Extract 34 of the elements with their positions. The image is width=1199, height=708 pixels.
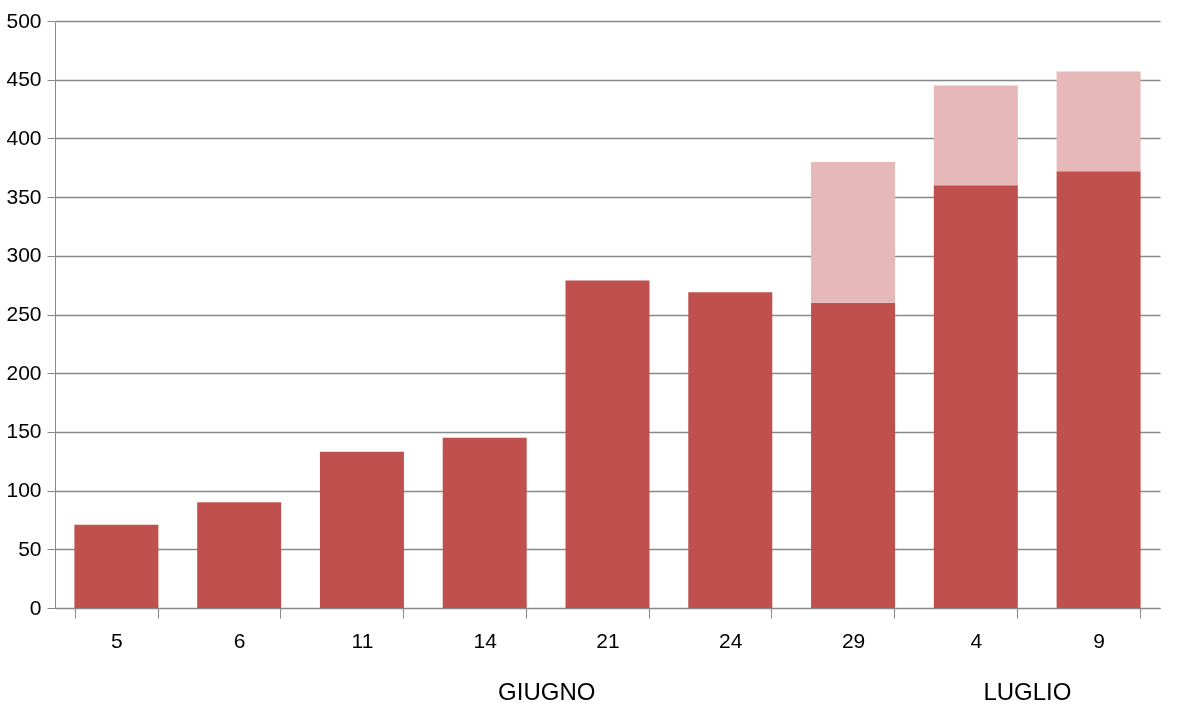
x-tick-label: 6: [233, 628, 246, 652]
x-tick-label: 14: [473, 628, 498, 652]
y-tick-label: 250: [6, 302, 42, 325]
y-tick-label: 500: [6, 8, 42, 32]
x-tick-label: 29: [841, 628, 866, 652]
bar: [933, 85, 1018, 186]
bar: [933, 185, 1018, 608]
y-tick-label: 350: [6, 184, 42, 208]
x-tick-label: 24: [719, 628, 743, 652]
x-tick-label: 11: [351, 628, 374, 652]
x-tick-label: 4: [970, 628, 983, 652]
bar: [197, 502, 282, 608]
y-tick-label: 0: [29, 595, 42, 619]
y-tick-label: 300: [6, 243, 42, 267]
x-tick-label: 21: [596, 628, 620, 652]
text: GIUGNO: [498, 678, 596, 705]
bar: [442, 437, 527, 608]
bar: [688, 292, 773, 608]
x-tick-label: 9: [1093, 628, 1105, 652]
y-tick-label: 100: [6, 478, 42, 502]
bar: [565, 280, 650, 608]
y-tick-label: 400: [6, 125, 42, 149]
y-tick-label: 150: [6, 419, 42, 443]
bar: [319, 451, 404, 608]
y-tick-label: 200: [6, 360, 42, 384]
x-tick-label: 5: [111, 628, 123, 652]
y-tick-label: 450: [6, 67, 42, 91]
bar: [1056, 71, 1141, 172]
bar: [811, 302, 896, 608]
bar: [811, 161, 896, 303]
text: LUGLIO: [983, 678, 1072, 705]
bar: [74, 524, 159, 608]
bar: [1056, 171, 1141, 608]
y-tick-label: 50: [18, 536, 42, 560]
